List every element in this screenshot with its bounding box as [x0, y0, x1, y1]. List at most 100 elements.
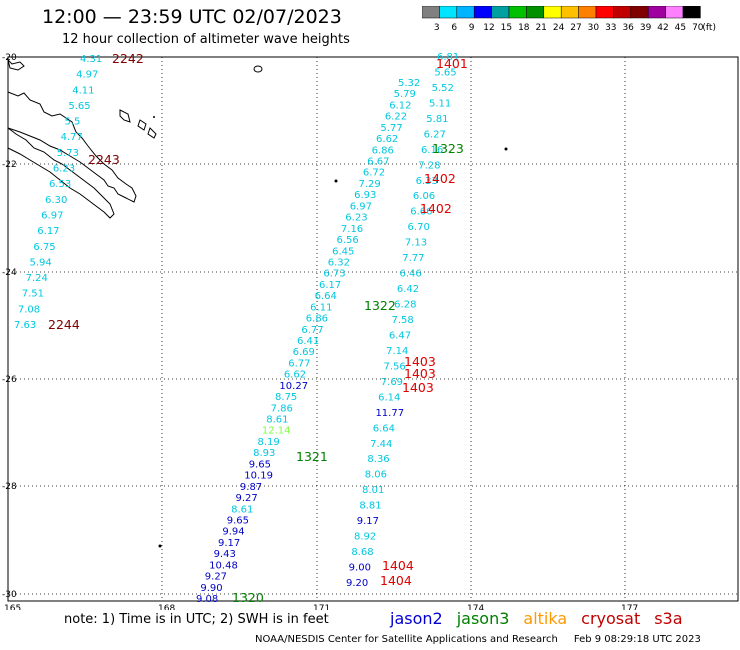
wave-height-label: 6.56 — [337, 235, 359, 246]
wave-height-label: 8.61 — [231, 504, 253, 515]
satellite-legend-item: jason2 — [390, 609, 443, 628]
wave-height-label: 6.70 — [408, 222, 430, 233]
wave-height-label: 7.86 — [271, 403, 293, 414]
wave-height-label: 6.22 — [385, 112, 407, 123]
scale-tick-label: 70 — [692, 23, 704, 33]
wave-height-label: 7.08 — [18, 304, 40, 315]
scale-tick-label: 42 — [657, 23, 668, 33]
credit-org: NOAA/NESDIS Center for Satellite Applica… — [255, 634, 558, 645]
wave-height-label: 6.86 — [372, 145, 394, 156]
scale-tick-label: 24 — [553, 23, 565, 33]
wave-height-label: 5.73 — [57, 148, 79, 159]
wave-height-label: 8.19 — [257, 437, 279, 448]
satellite-legend-item: s3a — [654, 609, 683, 628]
wave-height-label: 8.01 — [362, 485, 384, 496]
wave-height-label: 6.73 — [323, 269, 345, 280]
wave-height-label: 7.58 — [392, 315, 414, 326]
wave-height-label: 11.77 — [375, 408, 404, 419]
wave-height-label: 7.69 — [381, 377, 403, 388]
wave-height-label: 6.62 — [376, 134, 398, 145]
wave-height-label: 6.86 — [306, 314, 328, 325]
wave-height-label: 12.14 — [262, 426, 291, 437]
satellite-legend-item: jason3 — [456, 609, 510, 628]
wave-height-label: 10.19 — [244, 471, 273, 482]
wave-height-label: 10.27 — [279, 381, 308, 392]
page-title: 12:00 — 23:59 UTC 02/07/2023 — [42, 6, 342, 28]
wave-height-label: 8.75 — [275, 392, 297, 403]
wave-height-label: 6.33 — [416, 176, 438, 187]
wave-height-label: 6.46 — [400, 269, 422, 280]
wave-height-label: 6.23 — [345, 213, 367, 224]
wave-height-label: 7.28 — [418, 160, 440, 171]
pass-labels: 2242 2243 2244 1322 1321 1320 1401 1323 … — [48, 51, 468, 605]
pass-label: 1403 — [404, 366, 436, 381]
lat-label: -26 — [2, 375, 17, 385]
wave-height-label: 9.17 — [357, 516, 379, 527]
wave-height-label: 4.31 — [80, 54, 102, 65]
wave-height-label: 9.17 — [218, 538, 240, 549]
wave-height-label: 8.61 — [266, 415, 288, 426]
lat-label: -30 — [2, 590, 17, 600]
wave-height-label: 5.65 — [434, 67, 456, 78]
pass-label: 2242 — [112, 51, 144, 66]
wave-height-label: 6.28 — [394, 300, 416, 311]
wave-height-label: 6.53 — [49, 179, 71, 190]
wave-height-label: 5.11 — [429, 98, 451, 109]
wave-height-label: 7.13 — [405, 238, 427, 249]
wave-height-label: 6.41 — [297, 336, 319, 347]
map-grid — [8, 57, 738, 601]
pass-label: 1322 — [364, 298, 396, 313]
wave-height-label: 8.06 — [365, 470, 387, 481]
map-frame — [7, 56, 739, 602]
wave-height-label: 6.97 — [350, 201, 372, 212]
wave-height-label: 6.66 — [410, 207, 432, 218]
wave-height-label: 6.45 — [332, 246, 354, 257]
wave-height-label: 5.79 — [394, 89, 416, 100]
wave-height-label: 8.68 — [351, 547, 373, 558]
footer-note: note: 1) Time is in UTC; 2) SWH is in fe… — [64, 612, 329, 627]
wave-height-label: 6.72 — [363, 168, 385, 179]
wave-height-label: 6.27 — [424, 129, 446, 140]
pass-label: 1320 — [232, 590, 264, 605]
wave-height-label: 6.77 — [301, 325, 323, 336]
satellite-legend: jason2 jason3 altika cryosat s3a — [390, 609, 697, 628]
satellite-legend-item: cryosat — [581, 609, 641, 628]
wave-height-label: 4.11 — [72, 85, 94, 96]
wave-height-label: 6.64 — [315, 291, 337, 302]
wave-height-label: 6.77 — [288, 358, 310, 369]
wave-height-label: 6.23 — [53, 164, 75, 175]
pass-label: 1402 — [420, 201, 452, 216]
lat-label: -24 — [2, 268, 17, 278]
wave-height-label: 7.51 — [22, 289, 44, 300]
wave-height-label: 5.77 — [380, 123, 402, 134]
lat-label: -28 — [2, 482, 17, 492]
scale-tick-label: 9 — [469, 23, 475, 33]
scale-tick-label: 27 — [570, 23, 581, 33]
wave-height-label: 6.32 — [328, 257, 350, 268]
wave-height-label: 6.69 — [293, 347, 315, 358]
color-scale-legend: 3 6 9 12 15 18 21 24 27 30 33 36 39 42 45 70(ft) — [422, 6, 716, 33]
scale-tick-label: 30 — [588, 23, 600, 33]
wave-height-label: 6.12 — [389, 100, 411, 111]
pass-label: 2244 — [48, 317, 80, 332]
wave-height-label: 5.65 — [68, 101, 90, 112]
scale-tick-label: 18 — [518, 23, 530, 33]
scale-tick-label: 3 — [434, 23, 440, 33]
page-subtitle: 12 hour collection of altimeter wave hei… — [62, 32, 350, 47]
scale-tick-label: 36 — [622, 23, 634, 33]
wave-height-label: 7.16 — [341, 224, 363, 235]
wave-height-label: 6.16 — [421, 145, 443, 156]
scale-tick-label: 39 — [640, 23, 652, 33]
axis-labels: -20 -22 -24 -26 -28 -30 165 168 171 174 177 — [2, 53, 638, 610]
wave-height-label: 9.87 — [240, 482, 262, 493]
wave-height-label: 6.30 — [45, 195, 67, 206]
track-east: 6.81 5.65 5.52 5.11 5.81 6.27 6.16 7.28 6.33 6.06… — [346, 52, 459, 589]
wave-height-label: 6.97 — [41, 210, 63, 221]
lon-label: 171 — [313, 604, 330, 610]
wave-height-label: 7.56 — [383, 361, 405, 372]
wave-height-label: 9.43 — [214, 549, 236, 560]
scale-tick-label: 21 — [535, 23, 546, 33]
pass-label: 1401 — [436, 56, 468, 71]
wave-height-label: 9.65 — [249, 459, 271, 470]
